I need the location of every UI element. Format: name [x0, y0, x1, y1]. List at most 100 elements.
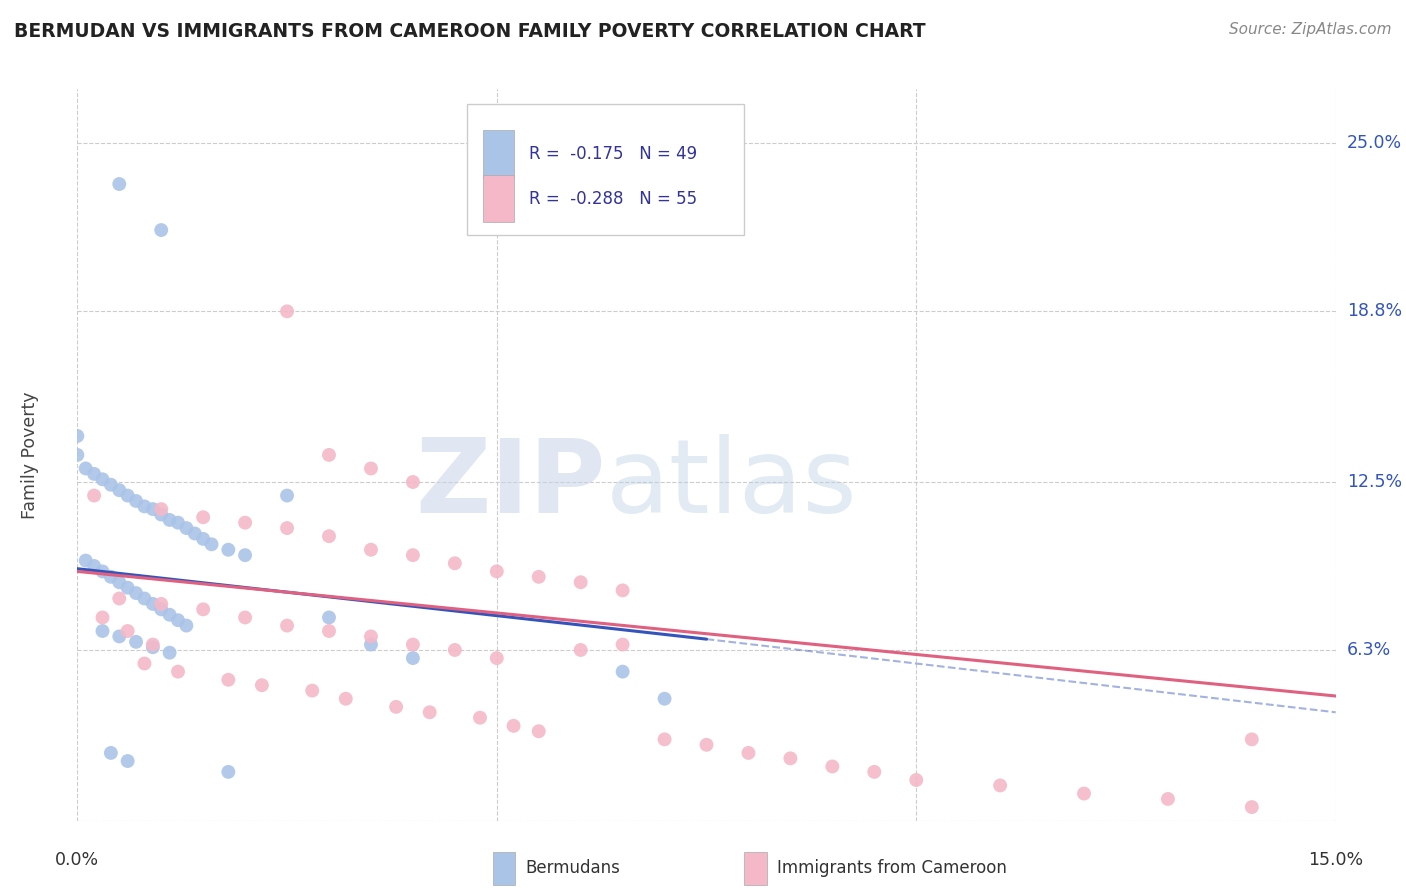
- Point: [250, 678, 273, 692]
- Point: [134, 591, 156, 606]
- Point: [159, 646, 181, 660]
- Point: [402, 548, 425, 562]
- Point: [150, 508, 173, 522]
- Bar: [482, 130, 515, 178]
- Point: [612, 638, 634, 652]
- Point: [821, 759, 844, 773]
- Point: [696, 738, 718, 752]
- Point: [75, 553, 97, 567]
- Point: [167, 665, 190, 679]
- Bar: [482, 175, 515, 222]
- Text: ZIP: ZIP: [415, 434, 606, 534]
- Point: [191, 532, 215, 546]
- Point: [200, 537, 222, 551]
- Point: [117, 624, 139, 638]
- Point: [217, 764, 239, 779]
- Point: [142, 597, 165, 611]
- Point: [217, 673, 239, 687]
- Point: [150, 223, 173, 237]
- Point: [66, 429, 89, 443]
- Point: [108, 483, 131, 497]
- Point: [419, 706, 441, 720]
- Point: [233, 516, 256, 530]
- Point: [117, 754, 139, 768]
- Point: [1157, 792, 1180, 806]
- Text: Immigrants from Cameroon: Immigrants from Cameroon: [778, 859, 1007, 877]
- Point: [779, 751, 801, 765]
- Text: R =  -0.288   N = 55: R = -0.288 N = 55: [529, 190, 697, 208]
- Point: [335, 691, 357, 706]
- Point: [125, 635, 148, 649]
- Bar: [467, 103, 744, 235]
- Point: [360, 542, 382, 557]
- Point: [276, 304, 298, 318]
- Point: [569, 575, 592, 590]
- Point: [360, 461, 382, 475]
- Text: 6.3%: 6.3%: [1347, 641, 1391, 659]
- Text: 18.8%: 18.8%: [1347, 302, 1402, 320]
- Point: [233, 610, 256, 624]
- Point: [301, 683, 323, 698]
- Point: [233, 548, 256, 562]
- Point: [167, 613, 190, 627]
- Point: [191, 602, 215, 616]
- Point: [1240, 800, 1263, 814]
- Point: [184, 526, 207, 541]
- Point: [485, 651, 508, 665]
- Point: [176, 521, 198, 535]
- Point: [318, 624, 340, 638]
- Point: [134, 657, 156, 671]
- Bar: [492, 852, 515, 885]
- Point: [527, 724, 550, 739]
- Point: [737, 746, 759, 760]
- Point: [83, 467, 105, 481]
- Text: 25.0%: 25.0%: [1347, 135, 1402, 153]
- Point: [905, 772, 928, 787]
- Text: BERMUDAN VS IMMIGRANTS FROM CAMEROON FAMILY POVERTY CORRELATION CHART: BERMUDAN VS IMMIGRANTS FROM CAMEROON FAM…: [14, 22, 925, 41]
- Point: [402, 475, 425, 489]
- Point: [117, 581, 139, 595]
- Point: [108, 575, 131, 590]
- Text: atlas: atlas: [606, 434, 858, 534]
- Point: [91, 472, 114, 486]
- Point: [318, 529, 340, 543]
- Point: [863, 764, 886, 779]
- Point: [142, 638, 165, 652]
- Point: [66, 448, 89, 462]
- Point: [612, 583, 634, 598]
- Point: [527, 570, 550, 584]
- Point: [108, 177, 131, 191]
- Text: Family Poverty: Family Poverty: [21, 392, 38, 518]
- Point: [569, 643, 592, 657]
- Point: [318, 448, 340, 462]
- Point: [191, 510, 215, 524]
- Text: Bermudans: Bermudans: [526, 859, 620, 877]
- Point: [150, 502, 173, 516]
- Point: [117, 489, 139, 503]
- Point: [654, 732, 676, 747]
- Point: [612, 665, 634, 679]
- Point: [159, 513, 181, 527]
- Point: [276, 489, 298, 503]
- Point: [134, 500, 156, 514]
- Point: [485, 565, 508, 579]
- Point: [988, 779, 1011, 793]
- Point: [318, 610, 340, 624]
- Point: [100, 477, 122, 491]
- Point: [502, 719, 524, 733]
- Text: 0.0%: 0.0%: [55, 851, 100, 869]
- Point: [1073, 787, 1095, 801]
- Point: [444, 556, 467, 570]
- Point: [217, 542, 239, 557]
- Bar: [744, 852, 766, 885]
- Text: R =  -0.175   N = 49: R = -0.175 N = 49: [529, 145, 697, 163]
- Point: [468, 711, 491, 725]
- Point: [360, 638, 382, 652]
- Point: [125, 586, 148, 600]
- Point: [167, 516, 190, 530]
- Point: [83, 559, 105, 574]
- Point: [150, 602, 173, 616]
- Point: [1240, 732, 1263, 747]
- Point: [654, 691, 676, 706]
- Point: [108, 629, 131, 643]
